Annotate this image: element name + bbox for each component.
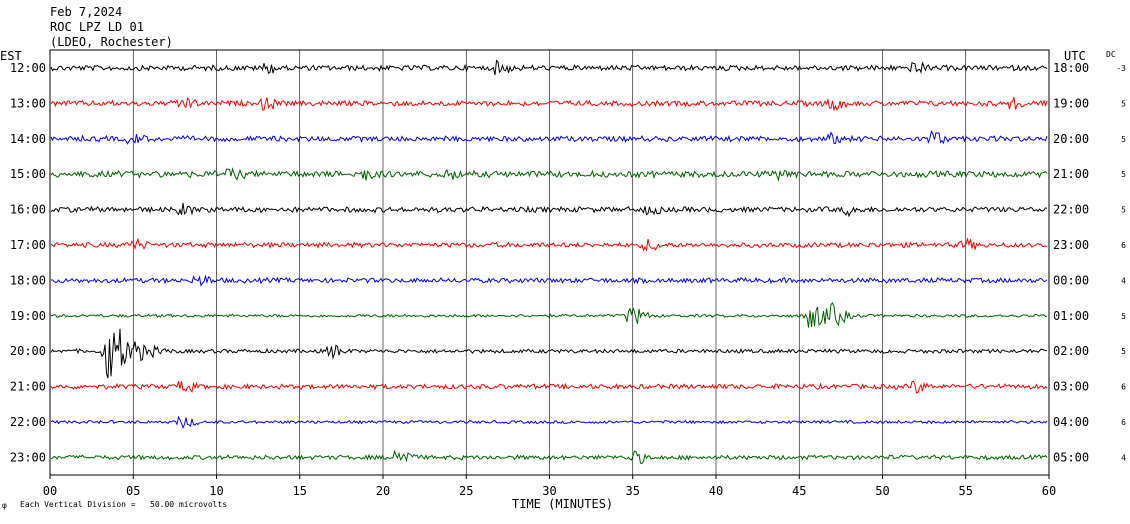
utc-time-label: 00:00 <box>1053 273 1089 287</box>
x-tick-label: 35 <box>626 484 640 498</box>
est-time-label: 23:00 <box>10 450 46 464</box>
right-timezone-label: UTC <box>1064 49 1086 63</box>
header-date: Feb 7,2024 <box>50 5 122 19</box>
x-tick-label: 15 <box>293 484 307 498</box>
utc-time-label: 01:00 <box>1053 309 1089 323</box>
est-time-label: 19:00 <box>10 309 46 323</box>
utc-time-label: 18:00 <box>1053 61 1089 75</box>
x-tick-label: 10 <box>209 484 223 498</box>
seismic-traces <box>50 59 1048 465</box>
trace-1600 <box>50 202 1048 218</box>
dc-offset-value: 4 <box>1121 276 1126 285</box>
footer-mark: φ <box>2 501 7 510</box>
dc-offset-value: 6 <box>1121 383 1126 392</box>
utc-time-label: 22:00 <box>1053 203 1089 217</box>
row-labels: 12:00 18:00 -3 13:00 19:00 5 14:00 20:00 5 15:00 2… <box>10 61 1126 464</box>
dc-offset-value: 5 <box>1121 170 1126 179</box>
x-tick-label: 20 <box>376 484 390 498</box>
est-time-label: 21:00 <box>10 380 46 394</box>
x-tick-label: 05 <box>126 484 140 498</box>
dc-offset-value: 5 <box>1121 206 1126 215</box>
est-time-label: 17:00 <box>10 238 46 252</box>
trace-1800 <box>50 274 1048 287</box>
trace-1200 <box>50 59 1048 76</box>
trace-1300 <box>50 96 1048 112</box>
est-time-label: 20:00 <box>10 344 46 358</box>
dc-offset-value: 6 <box>1121 418 1126 427</box>
x-tick-label: 30 <box>542 484 556 498</box>
trace-1500 <box>50 167 1048 182</box>
trace-1700 <box>50 237 1048 252</box>
x-tick-label: 50 <box>875 484 889 498</box>
trace-2100 <box>50 380 1048 394</box>
x-tick-label: 55 <box>959 484 973 498</box>
trace-2200 <box>50 415 1048 430</box>
trace-1900 <box>50 302 1048 328</box>
dc-offset-value: 5 <box>1121 99 1126 108</box>
vertical-scale-note: Each Vertical Division = 50.00 microvolt… <box>20 500 227 509</box>
est-time-label: 15:00 <box>10 167 46 181</box>
est-time-label: 18:00 <box>10 273 46 287</box>
trace-2300 <box>50 449 1048 465</box>
x-tick-label: 25 <box>459 484 473 498</box>
x-tick-label: 45 <box>792 484 806 498</box>
vertical-gridlines <box>132 50 967 475</box>
dc-column-label: DC <box>1106 50 1116 59</box>
est-time-label: 14:00 <box>10 132 46 146</box>
utc-time-label: 04:00 <box>1053 415 1089 429</box>
header-network: (LDEO, Rochester) <box>50 35 173 49</box>
utc-time-label: 20:00 <box>1053 132 1089 146</box>
x-tick-label: 60 <box>1042 484 1056 498</box>
x-tick-label: 40 <box>709 484 723 498</box>
chart-header: Feb 7,2024 ROC LPZ LD 01 (LDEO, Rocheste… <box>50 5 173 49</box>
dc-offset-value: 5 <box>1121 312 1126 321</box>
est-time-label: 12:00 <box>10 61 46 75</box>
dc-offset-value: -3 <box>1116 64 1126 73</box>
dc-offset-value: 5 <box>1121 347 1126 356</box>
dc-offset-value: 4 <box>1121 453 1126 462</box>
utc-time-label: 02:00 <box>1053 344 1089 358</box>
x-axis-ticks: 00 05 10 15 20 25 30 35 40 45 50 55 60 <box>43 475 1056 498</box>
trace-2000 <box>50 328 1048 379</box>
utc-time-label: 19:00 <box>1053 96 1089 110</box>
utc-time-label: 23:00 <box>1053 238 1089 252</box>
x-tick-label: 00 <box>43 484 57 498</box>
x-axis-title: TIME (MINUTES) <box>512 497 613 511</box>
header-station: ROC LPZ LD 01 <box>50 20 144 34</box>
est-time-label: 16:00 <box>10 203 46 217</box>
est-time-label: 22:00 <box>10 415 46 429</box>
left-timezone-label: EST <box>0 49 22 63</box>
dc-offset-value: 5 <box>1121 135 1126 144</box>
dc-offset-value: 6 <box>1121 241 1126 250</box>
utc-time-label: 21:00 <box>1053 167 1089 181</box>
utc-time-label: 03:00 <box>1053 380 1089 394</box>
utc-time-label: 05:00 <box>1053 450 1089 464</box>
trace-1400 <box>50 129 1048 145</box>
est-time-label: 13:00 <box>10 96 46 110</box>
